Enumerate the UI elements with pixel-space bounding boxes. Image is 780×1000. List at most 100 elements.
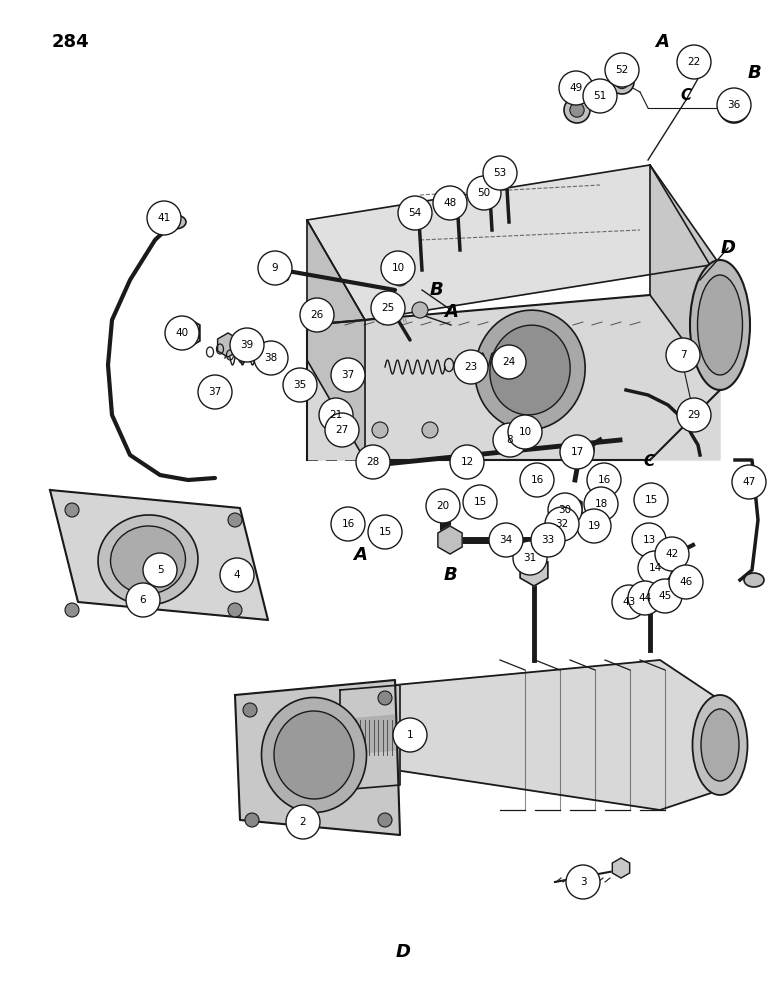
Text: 53: 53 [494, 168, 507, 178]
Circle shape [719, 93, 749, 123]
Ellipse shape [450, 196, 464, 204]
Text: 16: 16 [597, 475, 611, 485]
Circle shape [520, 463, 554, 497]
Text: 38: 38 [264, 353, 278, 363]
Text: 47: 47 [743, 477, 756, 487]
Circle shape [678, 575, 694, 591]
Text: 54: 54 [409, 208, 422, 218]
Text: 1: 1 [406, 730, 413, 740]
Text: 24: 24 [502, 357, 516, 367]
Text: 34: 34 [499, 535, 512, 545]
Circle shape [589, 89, 611, 111]
Ellipse shape [475, 310, 585, 430]
Circle shape [454, 350, 488, 384]
Circle shape [513, 541, 547, 575]
Circle shape [666, 338, 700, 372]
Text: 21: 21 [329, 410, 342, 420]
Text: 44: 44 [638, 593, 651, 603]
Ellipse shape [744, 573, 764, 587]
Text: A: A [444, 303, 458, 321]
Circle shape [339, 514, 359, 534]
Circle shape [433, 186, 467, 220]
Circle shape [422, 422, 438, 438]
Circle shape [610, 70, 634, 94]
Circle shape [412, 302, 428, 318]
Text: 36: 36 [728, 100, 741, 110]
Circle shape [559, 71, 593, 105]
Circle shape [508, 415, 542, 449]
Circle shape [258, 251, 292, 285]
Ellipse shape [482, 176, 496, 184]
Circle shape [685, 53, 703, 71]
Circle shape [147, 201, 181, 235]
Ellipse shape [490, 325, 570, 415]
Circle shape [398, 196, 432, 230]
Text: 17: 17 [570, 447, 583, 457]
Circle shape [648, 579, 682, 613]
Text: 41: 41 [158, 213, 171, 223]
Circle shape [325, 413, 359, 447]
Circle shape [669, 565, 703, 599]
Circle shape [605, 53, 639, 87]
Circle shape [368, 515, 402, 549]
Polygon shape [340, 715, 395, 755]
Circle shape [492, 345, 526, 379]
Text: 49: 49 [569, 83, 583, 93]
Text: 37: 37 [208, 387, 222, 397]
Circle shape [483, 156, 517, 190]
Text: C: C [644, 454, 654, 470]
Text: 45: 45 [658, 591, 672, 601]
Polygon shape [307, 220, 365, 460]
Text: 30: 30 [558, 505, 572, 515]
Text: 14: 14 [648, 563, 661, 573]
Polygon shape [395, 660, 720, 810]
Text: 25: 25 [381, 303, 395, 313]
Circle shape [612, 585, 646, 619]
Circle shape [131, 591, 149, 609]
Text: 284: 284 [52, 33, 90, 51]
Circle shape [632, 523, 666, 557]
Ellipse shape [701, 709, 739, 781]
Text: 10: 10 [519, 427, 531, 437]
Text: D: D [395, 943, 410, 961]
Text: 27: 27 [335, 425, 349, 435]
Ellipse shape [566, 440, 594, 464]
Circle shape [677, 398, 711, 432]
Circle shape [372, 422, 388, 438]
Circle shape [615, 75, 629, 89]
Polygon shape [235, 680, 400, 835]
Text: 18: 18 [594, 499, 608, 509]
Polygon shape [650, 165, 720, 390]
Circle shape [489, 523, 523, 557]
Ellipse shape [697, 275, 743, 375]
Circle shape [243, 703, 257, 717]
Text: 39: 39 [240, 340, 254, 350]
Ellipse shape [261, 698, 367, 812]
Text: D: D [721, 239, 736, 257]
Circle shape [677, 45, 711, 79]
Text: 40: 40 [176, 328, 189, 338]
Circle shape [639, 590, 655, 606]
Circle shape [371, 291, 405, 325]
Circle shape [245, 813, 259, 827]
Text: 20: 20 [437, 501, 449, 511]
Circle shape [381, 251, 415, 285]
Circle shape [595, 470, 615, 490]
Text: 16: 16 [530, 475, 544, 485]
Text: A: A [353, 546, 367, 564]
Text: B: B [430, 281, 444, 299]
Text: 32: 32 [555, 519, 569, 529]
Ellipse shape [98, 515, 198, 605]
Circle shape [493, 423, 527, 457]
Circle shape [228, 513, 242, 527]
Text: 13: 13 [643, 535, 656, 545]
Circle shape [732, 465, 766, 499]
Circle shape [331, 507, 365, 541]
Circle shape [143, 553, 177, 587]
Text: 12: 12 [460, 457, 473, 467]
Ellipse shape [693, 695, 747, 795]
Circle shape [378, 813, 392, 827]
Text: B: B [443, 566, 457, 584]
Text: 15: 15 [378, 527, 392, 537]
Text: 23: 23 [464, 362, 477, 372]
